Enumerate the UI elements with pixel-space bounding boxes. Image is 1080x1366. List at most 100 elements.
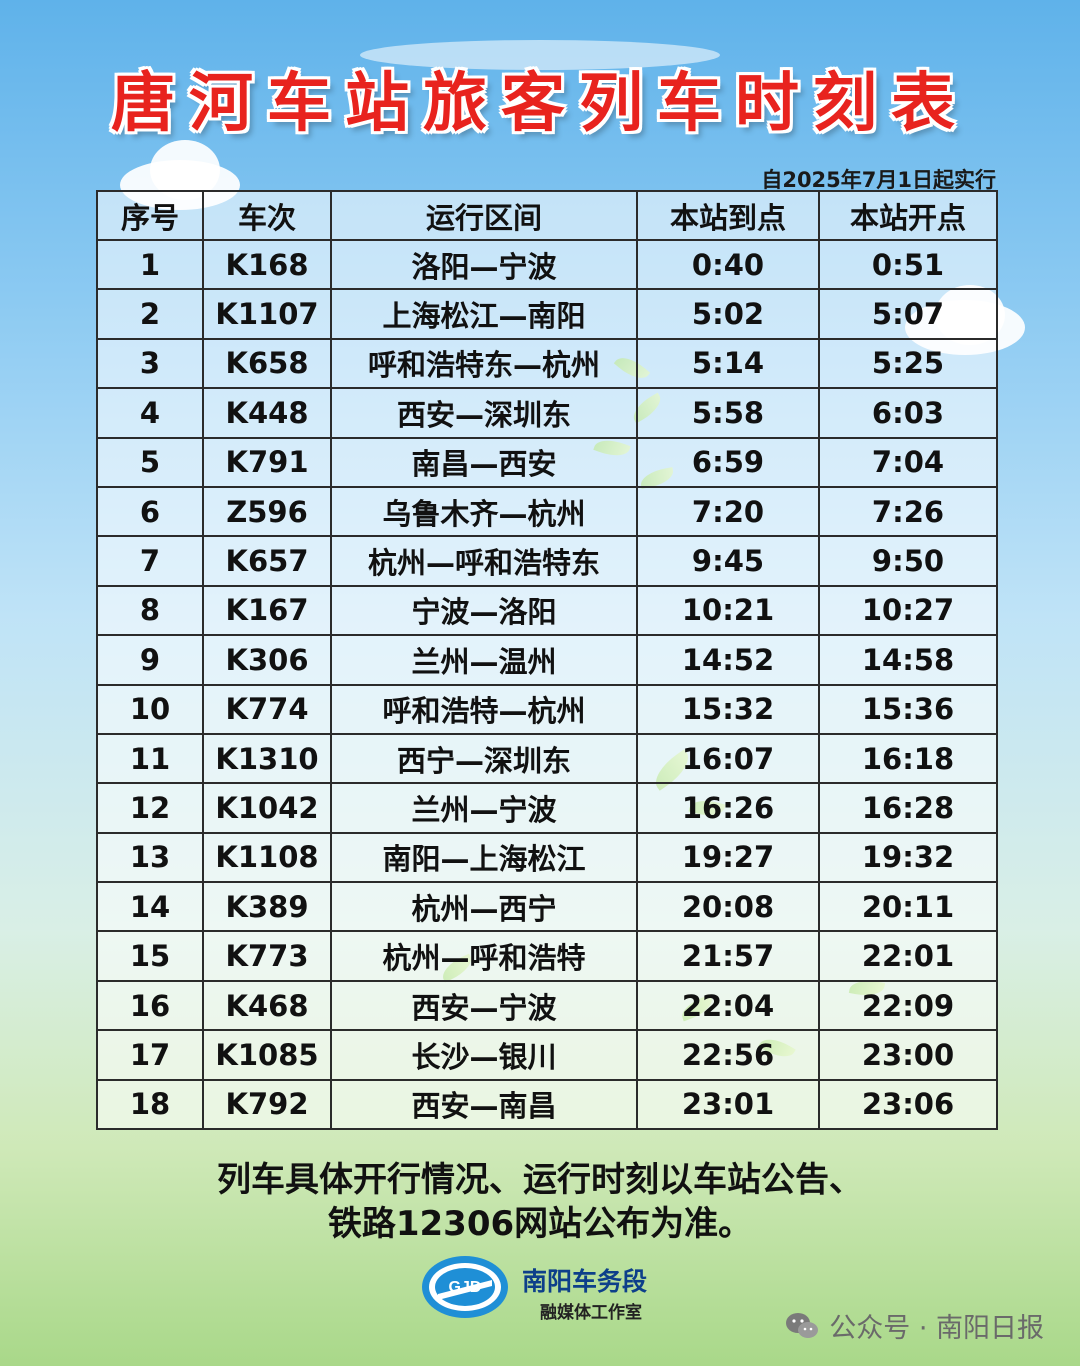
cell-train: K168 bbox=[202, 238, 332, 291]
cell-index: 5 bbox=[96, 436, 204, 488]
col-header-index: 序号 bbox=[96, 190, 204, 241]
cell-train: K1108 bbox=[202, 831, 332, 884]
cell-departure: 23:00 bbox=[818, 1029, 998, 1081]
cell-departure: 0:51 bbox=[818, 238, 998, 291]
cell-route: 乌鲁木齐—杭州 bbox=[330, 485, 638, 538]
cell-departure: 6:03 bbox=[818, 387, 998, 439]
table-row: 3 K658 呼和浩特东—杭州 5:14 5:25 bbox=[96, 337, 998, 390]
table-row: 17 K1085 长沙—银川 22:56 23:00 bbox=[96, 1029, 998, 1081]
table-row: 13 K1108 南阳—上海松江 19:27 19:32 bbox=[96, 831, 998, 884]
cell-route: 西安—南昌 bbox=[330, 1078, 638, 1131]
svg-text:GJD: GJD bbox=[449, 1279, 482, 1296]
cell-index: 4 bbox=[96, 387, 204, 439]
watermark: 公众号 · 南阳日报 bbox=[785, 1306, 1044, 1345]
cell-departure: 10:27 bbox=[818, 584, 998, 637]
table-row: 9 K306 兰州—温州 14:52 14:58 bbox=[96, 634, 998, 686]
cell-departure: 22:01 bbox=[818, 930, 998, 982]
cell-departure: 5:25 bbox=[818, 337, 998, 390]
timetable-header: 序号 车次 运行区间 本站到点 本站开点 bbox=[96, 190, 998, 241]
cell-route: 西安—宁波 bbox=[330, 979, 638, 1032]
cell-arrival: 23:01 bbox=[636, 1078, 820, 1131]
cell-index: 6 bbox=[96, 485, 204, 538]
table-row: 6 Z596 乌鲁木齐—杭州 7:20 7:26 bbox=[96, 485, 998, 538]
table-row: 1 K168 洛阳—宁波 0:40 0:51 bbox=[96, 238, 998, 291]
table-row: 16 K468 西安—宁波 22:04 22:09 bbox=[96, 979, 998, 1032]
cell-index: 18 bbox=[96, 1078, 204, 1131]
cell-index: 11 bbox=[96, 732, 204, 785]
cell-departure: 7:26 bbox=[818, 485, 998, 538]
cell-train: K1310 bbox=[202, 732, 332, 785]
col-header-arrival: 本站到点 bbox=[636, 190, 820, 241]
cell-arrival: 19:27 bbox=[636, 831, 820, 884]
cell-arrival: 6:59 bbox=[636, 436, 820, 488]
cell-arrival: 14:52 bbox=[636, 634, 820, 686]
cell-train: K792 bbox=[202, 1078, 332, 1131]
table-row: 5 K791 南昌—西安 6:59 7:04 bbox=[96, 436, 998, 488]
cell-train: K1085 bbox=[202, 1029, 332, 1081]
cell-train: K306 bbox=[202, 634, 332, 686]
cell-departure: 22:09 bbox=[818, 979, 998, 1032]
cell-arrival: 5:02 bbox=[636, 288, 820, 340]
cell-arrival: 22:56 bbox=[636, 1029, 820, 1081]
cell-index: 12 bbox=[96, 782, 204, 834]
cell-arrival: 5:14 bbox=[636, 337, 820, 390]
cell-route: 宁波—洛阳 bbox=[330, 584, 638, 637]
header-row: 序号 车次 运行区间 本站到点 本站开点 bbox=[96, 190, 998, 241]
cell-index: 13 bbox=[96, 831, 204, 884]
cell-arrival: 10:21 bbox=[636, 584, 820, 637]
cell-departure: 15:36 bbox=[818, 683, 998, 735]
table-row: 7 K657 杭州—呼和浩特东 9:45 9:50 bbox=[96, 535, 998, 587]
wechat-icon bbox=[785, 1311, 819, 1341]
col-header-train: 车次 bbox=[202, 190, 332, 241]
logo-name: 南阳车务段 bbox=[522, 1267, 648, 1296]
cell-route: 兰州—温州 bbox=[330, 634, 638, 686]
cell-index: 1 bbox=[96, 238, 204, 291]
cell-route: 呼和浩特东—杭州 bbox=[330, 337, 638, 390]
cell-route: 南阳—上海松江 bbox=[330, 831, 638, 884]
cell-route: 呼和浩特—杭州 bbox=[330, 683, 638, 735]
watermark-text: 公众号 · 南阳日报 bbox=[829, 1313, 1044, 1344]
cell-departure: 14:58 bbox=[818, 634, 998, 686]
cell-train: K773 bbox=[202, 930, 332, 982]
cell-route: 杭州—呼和浩特 bbox=[330, 930, 638, 982]
cell-departure: 5:07 bbox=[818, 288, 998, 340]
cell-route: 杭州—西宁 bbox=[330, 881, 638, 933]
cell-arrival: 16:07 bbox=[636, 732, 820, 785]
cell-arrival: 5:58 bbox=[636, 387, 820, 439]
cell-train: K448 bbox=[202, 387, 332, 439]
cell-route: 上海松江—南阳 bbox=[330, 288, 638, 340]
cell-arrival: 15:32 bbox=[636, 683, 820, 735]
col-header-route: 运行区间 bbox=[330, 190, 638, 241]
cell-index: 9 bbox=[96, 634, 204, 686]
cell-arrival: 0:40 bbox=[636, 238, 820, 291]
cell-route: 杭州—呼和浩特东 bbox=[330, 535, 638, 587]
cell-train: K389 bbox=[202, 881, 332, 933]
table-row: 2 K1107 上海松江—南阳 5:02 5:07 bbox=[96, 288, 998, 340]
cell-departure: 23:06 bbox=[818, 1078, 998, 1131]
cell-index: 16 bbox=[96, 979, 204, 1032]
cell-index: 15 bbox=[96, 930, 204, 982]
cell-train: K1042 bbox=[202, 782, 332, 834]
cell-route: 西安—深圳东 bbox=[330, 387, 638, 439]
cell-train: K468 bbox=[202, 979, 332, 1032]
cell-index: 2 bbox=[96, 288, 204, 340]
cell-train: K791 bbox=[202, 436, 332, 488]
cell-departure: 16:28 bbox=[818, 782, 998, 834]
cell-index: 3 bbox=[96, 337, 204, 390]
table-row: 4 K448 西安—深圳东 5:58 6:03 bbox=[96, 387, 998, 439]
cell-index: 17 bbox=[96, 1029, 204, 1081]
table-row: 15 K773 杭州—呼和浩特 21:57 22:01 bbox=[96, 930, 998, 982]
cell-route: 长沙—银川 bbox=[330, 1029, 638, 1081]
col-header-departure: 本站开点 bbox=[818, 190, 998, 241]
timetable-body: 1 K168 洛阳—宁波 0:40 0:51 2 K1107 上海松江—南阳 5… bbox=[96, 238, 998, 1131]
table-row: 10 K774 呼和浩特—杭州 15:32 15:36 bbox=[96, 683, 998, 735]
timetable: 序号 车次 运行区间 本站到点 本站开点 1 K168 洛阳—宁波 0:40 0… bbox=[96, 190, 998, 1131]
cell-route: 兰州—宁波 bbox=[330, 782, 638, 834]
cell-train: K774 bbox=[202, 683, 332, 735]
cell-route: 洛阳—宁波 bbox=[330, 238, 638, 291]
effective-date: 自2025年7月1日起实行 bbox=[761, 168, 996, 192]
cell-index: 7 bbox=[96, 535, 204, 587]
cell-arrival: 9:45 bbox=[636, 535, 820, 587]
cell-train: K1107 bbox=[202, 288, 332, 340]
footer-note: 列车具体开行情况、运行时刻以车站公告、 铁路12306网站公布为准。 bbox=[0, 1158, 1080, 1246]
